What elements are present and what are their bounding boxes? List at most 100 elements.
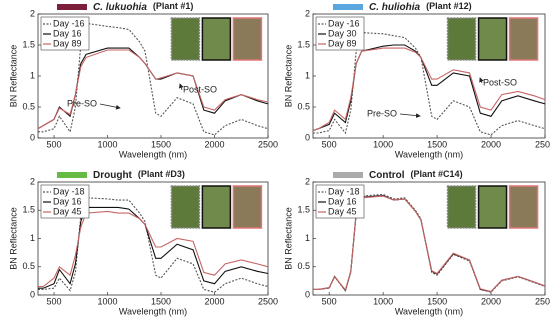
title-plant: (Plant #C14) [411, 169, 463, 179]
y-axis-label: BN Reflectance [8, 207, 18, 270]
legend-label: Day 16 [53, 28, 82, 38]
spectrum-line [38, 197, 269, 293]
y-tick-label: 0.5 [22, 101, 35, 111]
title-plant: (Plant #12) [426, 1, 472, 11]
plant-photo [508, 185, 539, 229]
x-tick-label: 500 [322, 139, 337, 149]
y-tick-label: 0.5 [22, 261, 35, 271]
x-axis-label: Wavelength (nm) [119, 149, 187, 159]
legend-label: Day 89 [53, 38, 82, 48]
legend-label: Day 30 [328, 28, 357, 38]
x-tick-label: 500 [322, 296, 337, 306]
plant-photo [170, 17, 201, 61]
y-tick-label: 1.5 [22, 205, 35, 215]
y-tick-label: 2 [30, 8, 35, 18]
x-tick-label: 2500 [258, 296, 278, 306]
x-tick-label: 1000 [373, 296, 393, 306]
y-tick-label: 0 [30, 289, 35, 299]
plant-photo [170, 185, 201, 229]
annotation: Pre-SO [67, 98, 97, 108]
y-tick-label: 1 [305, 70, 310, 80]
y-axis-label: BN Reflectance [8, 45, 18, 108]
y-tick-label: 0.5 [297, 261, 310, 271]
y-tick-label: 1.5 [297, 205, 310, 215]
plant-photo [201, 185, 232, 229]
x-axis-label: Wavelength (nm) [395, 306, 463, 316]
plant-photo [232, 185, 263, 229]
y-tick-label: 0.5 [297, 101, 310, 111]
x-tick-label: 2000 [481, 296, 501, 306]
y-tick-label: 1.5 [22, 39, 35, 49]
legend-label: Day -16 [53, 18, 85, 28]
legend-label: Day 45 [53, 206, 82, 216]
annotation: Pre-SO [367, 108, 397, 118]
title-plant: (Plant #1) [153, 1, 194, 11]
y-tick-label: 2 [305, 176, 310, 186]
chart-title: Control (Plant #C14) [369, 169, 463, 180]
plant-photo [508, 17, 539, 61]
y-tick-label: 2 [30, 176, 35, 186]
x-axis-label: Wavelength (nm) [395, 149, 463, 159]
y-tick-label: 2 [305, 8, 310, 18]
legend-label: Day -16 [328, 18, 360, 28]
x-tick-label: 1500 [427, 296, 447, 306]
annotation-arrow [479, 77, 484, 84]
plant-photo [477, 185, 508, 229]
plant-photo [477, 17, 508, 61]
plant-photo [232, 17, 263, 61]
plant-photo [446, 17, 477, 61]
y-tick-label: 1 [30, 70, 35, 80]
spectrum-line [38, 22, 269, 136]
x-tick-label: 2000 [204, 296, 224, 306]
x-tick-label: 1000 [98, 139, 118, 149]
legend-label: Day -18 [328, 186, 360, 196]
title-main: Control [369, 170, 405, 181]
title-swatch [333, 172, 363, 178]
y-axis-label: BN Reflectance [283, 207, 293, 270]
spectrum-line [312, 47, 546, 132]
chart-title: C. lukuohia (Plant #1) [93, 1, 193, 12]
annotation-arrow [99, 103, 121, 110]
y-axis-label: BN Reflectance [283, 45, 293, 108]
annotation-arrow [399, 113, 421, 118]
x-tick-label: 1000 [373, 139, 393, 149]
x-tick-label: 2500 [258, 139, 278, 149]
x-tick-label: 1000 [98, 296, 118, 306]
legend-label: Day 16 [328, 196, 357, 206]
title-main: C. huliohia [369, 2, 421, 13]
legend-label: Day 45 [328, 206, 357, 216]
x-tick-label: 500 [47, 296, 62, 306]
x-tick-label: 2500 [535, 296, 550, 306]
y-tick-label: 0 [305, 289, 310, 299]
x-tick-label: 1500 [151, 139, 171, 149]
title-plant: (Plant #D3) [138, 169, 185, 179]
y-tick-label: 1.5 [297, 39, 310, 49]
plant-photo [201, 17, 232, 61]
spectrum-line [313, 32, 546, 136]
annotation: Post-SO [183, 84, 217, 94]
chart-title: C. huliohia (Plant #12) [369, 1, 472, 12]
spectrum-line [38, 210, 269, 288]
x-tick-label: 2000 [204, 139, 224, 149]
spectrum-line [313, 195, 546, 293]
y-tick-label: 1 [30, 233, 35, 243]
x-axis-label: Wavelength (nm) [119, 306, 187, 316]
plant-photo [446, 185, 477, 229]
spectrum-line [37, 49, 269, 130]
x-tick-label: 500 [47, 139, 62, 149]
chart-title: Drought (Plant #D3) [93, 169, 185, 180]
title-swatch [57, 4, 87, 10]
annotation: Post-SO [483, 77, 517, 87]
x-tick-label: 2500 [535, 139, 550, 149]
title-main: C. lukuohia [93, 2, 147, 13]
legend-label: Day -18 [53, 186, 85, 196]
x-tick-label: 1500 [427, 139, 447, 149]
y-tick-label: 0 [30, 132, 35, 142]
title-swatch [57, 172, 87, 178]
title-main: Drought [93, 170, 133, 181]
spectrum-line [312, 44, 546, 132]
x-tick-label: 1500 [151, 296, 171, 306]
y-tick-label: 1 [305, 233, 310, 243]
